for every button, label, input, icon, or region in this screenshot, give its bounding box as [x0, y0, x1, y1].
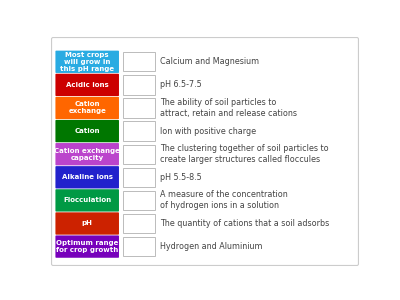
Text: Cation: Cation [74, 128, 100, 134]
FancyBboxPatch shape [56, 212, 119, 235]
Text: The quantity of cations that a soil adsorbs: The quantity of cations that a soil adso… [160, 219, 329, 228]
Text: pH 5.5-8.5: pH 5.5-8.5 [160, 173, 202, 182]
FancyBboxPatch shape [56, 74, 119, 96]
Text: Calcium and Magnesium: Calcium and Magnesium [160, 57, 259, 66]
FancyBboxPatch shape [56, 51, 119, 73]
Text: Hydrogen and Aluminium: Hydrogen and Aluminium [160, 242, 262, 251]
Text: Cation exchange
capacity: Cation exchange capacity [54, 148, 120, 161]
Bar [123, 168, 155, 187]
Bar [123, 145, 155, 164]
Text: Alkaline ions: Alkaline ions [62, 174, 113, 180]
FancyBboxPatch shape [56, 189, 119, 212]
Text: Most crops
will grow in
this pH range: Most crops will grow in this pH range [60, 52, 114, 72]
Bar [123, 237, 155, 256]
Bar [123, 191, 155, 210]
Text: pH 6.5-7.5: pH 6.5-7.5 [160, 80, 202, 89]
Text: Flocculation: Flocculation [63, 197, 111, 203]
Text: Optimum range
for crop growth: Optimum range for crop growth [56, 240, 118, 253]
Bar [123, 75, 155, 94]
Text: Ion with positive charge: Ion with positive charge [160, 127, 256, 136]
Bar [123, 52, 155, 71]
FancyBboxPatch shape [56, 97, 119, 119]
Text: Acidic ions: Acidic ions [66, 82, 108, 88]
Bar [123, 214, 155, 233]
FancyBboxPatch shape [56, 143, 119, 165]
Bar [123, 98, 155, 118]
FancyBboxPatch shape [52, 38, 358, 266]
Text: A measure of the concentration
of hydrogen ions in a solution: A measure of the concentration of hydrog… [160, 190, 288, 210]
FancyBboxPatch shape [56, 236, 119, 258]
Text: Cation
exchange: Cation exchange [68, 101, 106, 115]
Bar [123, 122, 155, 141]
FancyBboxPatch shape [56, 166, 119, 188]
Text: The ability of soil particles to
attract, retain and release cations: The ability of soil particles to attract… [160, 98, 297, 118]
FancyBboxPatch shape [56, 120, 119, 142]
Text: The clustering together of soil particles to
create larger structures called flo: The clustering together of soil particle… [160, 144, 329, 164]
Text: pH: pH [82, 220, 93, 226]
